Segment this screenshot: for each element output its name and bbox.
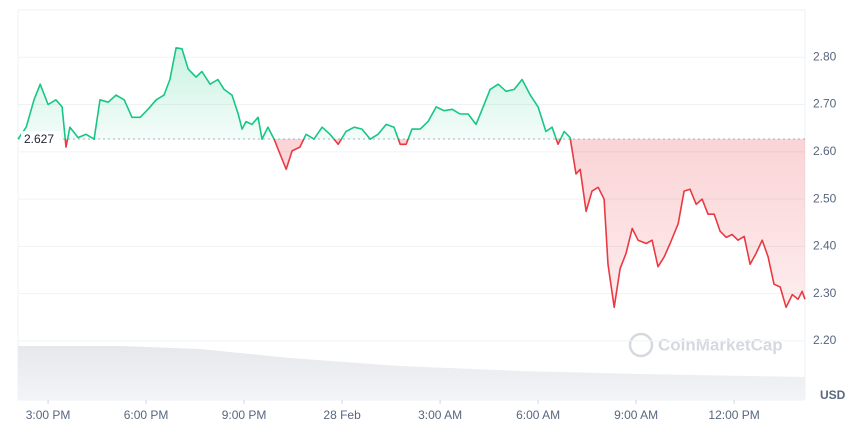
x-tick-label: 6:00 PM <box>124 408 169 422</box>
x-tick-label: 9:00 AM <box>614 408 658 422</box>
reference-label: 2.627 <box>24 132 54 146</box>
y-tick-label: 2.70 <box>813 97 837 111</box>
price-line <box>17 47 806 309</box>
y-tick-label: 2.60 <box>813 144 837 158</box>
x-tick-label: 3:00 AM <box>418 408 462 422</box>
x-tick-label: 3:00 PM <box>26 408 71 422</box>
watermark-logo <box>628 332 654 358</box>
x-tick-label: 12:00 PM <box>708 408 759 422</box>
area-fill <box>18 47 805 308</box>
watermark: CoinMarketCap <box>628 332 783 358</box>
watermark-text: CoinMarketCap <box>658 335 783 354</box>
volume-area <box>18 346 805 400</box>
y-tick-label: 2.50 <box>813 191 837 205</box>
y-tick-label: 2.80 <box>813 49 837 63</box>
x-tick-label: 9:00 PM <box>222 408 267 422</box>
y-axis-label: USD <box>820 388 846 402</box>
x-tick-label: 28 Feb <box>323 408 361 422</box>
y-tick-label: 2.40 <box>813 239 837 253</box>
y-tick-label: 2.20 <box>813 333 837 347</box>
y-tick-label: 2.30 <box>813 286 837 300</box>
x-tick-label: 6:00 AM <box>516 408 560 422</box>
reference-label-bg <box>21 131 61 148</box>
